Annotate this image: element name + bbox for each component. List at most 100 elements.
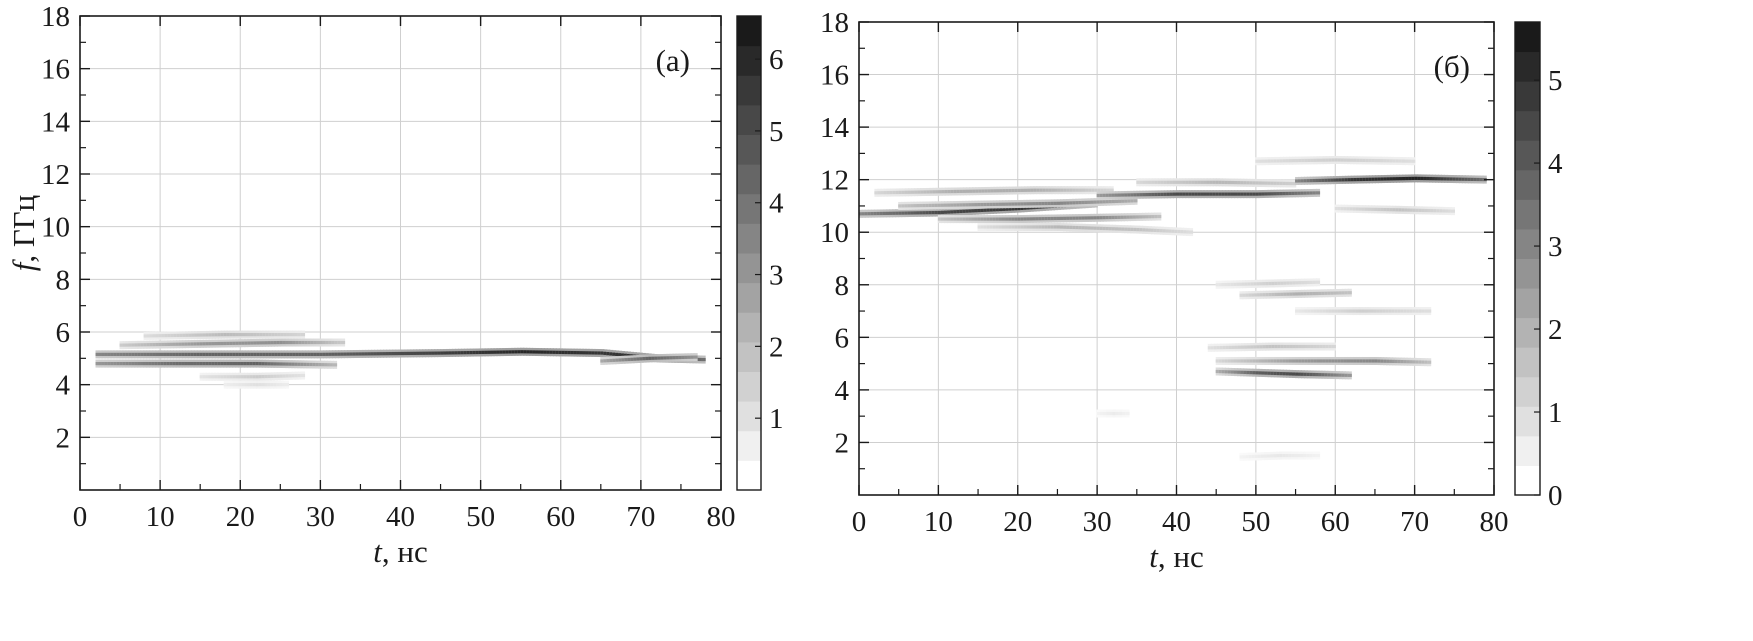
heatmap-cell xyxy=(947,217,952,221)
heatmap-cell xyxy=(262,352,267,356)
heatmap-cell xyxy=(873,211,879,216)
heatmap-cell xyxy=(989,225,995,229)
heatmap-cell xyxy=(276,374,282,378)
heatmap-cell xyxy=(196,362,201,366)
heatmap-cell xyxy=(911,190,916,194)
heatmap-cell xyxy=(1285,159,1291,163)
heatmap-cell xyxy=(232,352,237,356)
heatmap-cell xyxy=(312,362,317,367)
heatmap-cell xyxy=(208,333,214,337)
heatmap-cell xyxy=(1159,229,1164,233)
heatmap-cell xyxy=(1177,229,1182,234)
heatmap-cell xyxy=(318,363,323,367)
ridge xyxy=(1207,342,1336,352)
heatmap-cell xyxy=(229,341,234,345)
heatmap-cell xyxy=(1362,158,1367,163)
heatmap-cell xyxy=(943,203,949,207)
heatmap-cell xyxy=(178,342,184,346)
heatmap-cell xyxy=(502,350,507,354)
heatmap-cell xyxy=(508,350,513,354)
heatmap-cell xyxy=(110,352,115,356)
heatmap-cell xyxy=(1288,453,1293,458)
heatmap-cell xyxy=(937,210,943,215)
heatmap-cell xyxy=(1255,371,1260,375)
heatmap-cell xyxy=(172,342,178,346)
heatmap-cell xyxy=(1294,191,1299,195)
heatmap-cell xyxy=(1221,283,1226,287)
heatmap-cell xyxy=(983,217,988,221)
heatmap-cell xyxy=(276,383,281,387)
heatmap-cell xyxy=(149,334,154,338)
heatmap-cell xyxy=(107,352,112,356)
heatmap-cell xyxy=(1343,207,1349,211)
heatmap-cell xyxy=(1212,180,1217,184)
heatmap-cell xyxy=(1406,360,1411,364)
heatmap-cell xyxy=(1124,227,1129,231)
heatmap-cell xyxy=(995,225,1001,229)
heatmap-cell xyxy=(1312,191,1318,195)
heatmap-cell xyxy=(1041,201,1046,206)
heatmap-cell xyxy=(197,333,202,337)
heatmap-cell xyxy=(373,352,379,356)
heatmap-cell xyxy=(859,212,863,216)
heatmap-cell xyxy=(1306,372,1311,376)
heatmap-cell xyxy=(690,355,695,359)
heatmap-cell xyxy=(1418,208,1423,212)
heatmap-cell xyxy=(152,343,157,347)
heatmap-cell xyxy=(937,217,943,221)
heatmap-cell xyxy=(901,204,906,208)
heatmap-cell xyxy=(1455,177,1460,181)
heatmap-cell xyxy=(1337,158,1343,162)
heatmap-cell xyxy=(1316,158,1321,162)
heatmap-cell xyxy=(1315,191,1321,195)
heatmap-cell xyxy=(167,333,172,338)
heatmap-cell xyxy=(437,351,442,355)
heatmap-cell xyxy=(1285,372,1291,376)
heatmap-cell xyxy=(1108,227,1114,231)
heatmap-cell xyxy=(1251,293,1256,297)
heatmap-cell xyxy=(1145,193,1150,197)
heatmap-cell xyxy=(313,352,319,356)
ridge xyxy=(898,196,1138,210)
heatmap-cell xyxy=(992,202,998,206)
heatmap-cell xyxy=(199,352,204,356)
ridge xyxy=(1215,367,1352,380)
heatmap-cell xyxy=(1403,309,1408,313)
heatmap-cell xyxy=(158,342,163,347)
heatmap-cell xyxy=(223,352,228,356)
heatmap-cell xyxy=(1108,193,1114,197)
heatmap-cell xyxy=(1415,360,1420,364)
heatmap-cell xyxy=(301,340,306,345)
heatmap-cell xyxy=(267,341,273,345)
heatmap-cell xyxy=(895,211,900,215)
heatmap-cell xyxy=(1259,345,1264,349)
heatmap-cell xyxy=(1200,192,1205,196)
heatmap-cell xyxy=(1227,359,1233,363)
heatmap-cell xyxy=(1291,453,1296,458)
heatmap-cell xyxy=(410,351,415,355)
heatmap-cell xyxy=(1355,309,1360,313)
heatmap-cell xyxy=(1295,309,1300,313)
heatmap-cell xyxy=(1421,208,1426,213)
heatmap-cell xyxy=(267,383,272,387)
heatmap-cell xyxy=(1377,159,1382,163)
heatmap-cell xyxy=(1060,188,1065,192)
heatmap-cell xyxy=(698,357,703,362)
heatmap-cell xyxy=(1315,291,1320,296)
heatmap-cell xyxy=(1075,188,1081,192)
heatmap-cell xyxy=(1355,207,1361,211)
heatmap-cell xyxy=(1283,344,1288,349)
heatmap-cell xyxy=(1262,282,1267,286)
y-tick-label: 4 xyxy=(835,375,850,407)
heatmap-cell xyxy=(615,358,620,362)
heatmap-cell xyxy=(1399,177,1404,181)
heatmap-cell xyxy=(1270,371,1275,375)
heatmap-cell xyxy=(223,375,228,379)
heatmap-cell xyxy=(1267,192,1272,196)
heatmap-cell xyxy=(1215,369,1220,374)
heatmap-cell xyxy=(1127,227,1132,231)
heatmap-cell xyxy=(279,383,284,387)
heatmap-cell xyxy=(1247,345,1252,349)
heatmap-cell xyxy=(1433,209,1438,213)
heatmap-cell xyxy=(316,352,322,356)
